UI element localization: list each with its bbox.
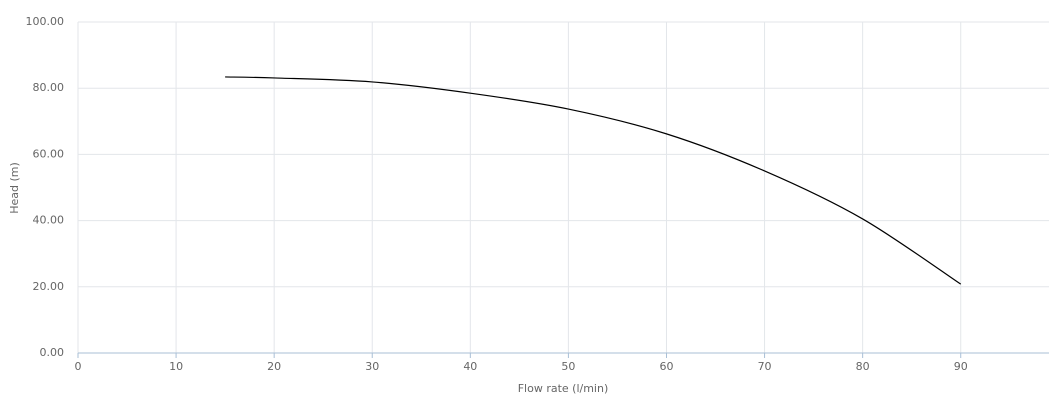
x-tick-label: 90 <box>954 360 968 373</box>
y-tick-label: 0.00 <box>40 346 65 359</box>
y-axis-title: Head (m) <box>8 162 21 214</box>
x-tick-label: 60 <box>659 360 673 373</box>
y-tick-label: 60.00 <box>33 147 65 160</box>
y-tick-label: 20.00 <box>33 280 65 293</box>
line <box>225 76 962 285</box>
x-tick-label: 10 <box>169 360 183 373</box>
y-tick-label: 40.00 <box>33 214 65 227</box>
x-tick-label: 50 <box>561 360 575 373</box>
x-axis-title: Flow rate (l/min) <box>518 382 609 395</box>
x-tick-label: 30 <box>365 360 379 373</box>
x-tick-label: 0 <box>75 360 82 373</box>
x-tick-label: 40 <box>463 360 477 373</box>
x-tick-label: 70 <box>758 360 772 373</box>
y-tick-label: 100.00 <box>26 15 65 28</box>
x-tick-label: 20 <box>267 360 281 373</box>
x-tick-label: 80 <box>856 360 870 373</box>
y-tick-label: 80.00 <box>33 81 65 94</box>
